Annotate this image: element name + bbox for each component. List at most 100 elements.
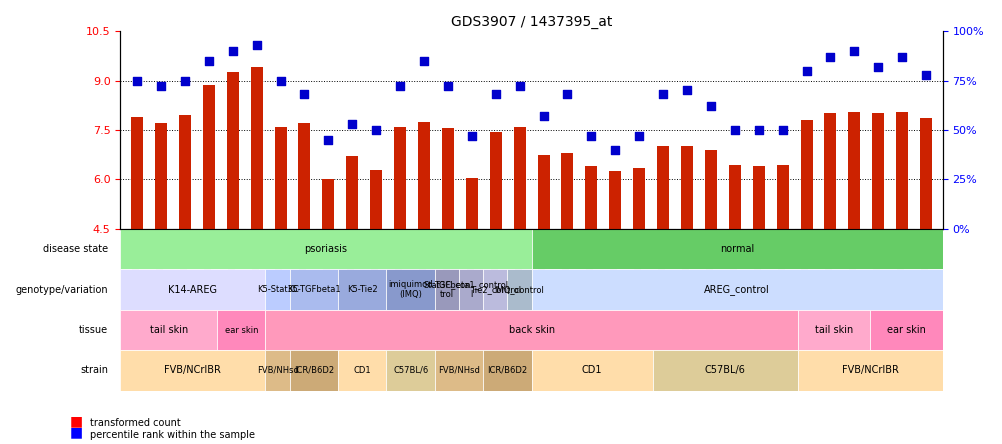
FancyBboxPatch shape — [290, 350, 338, 391]
Text: AREG_control: AREG_control — [703, 284, 770, 295]
Text: normal: normal — [719, 244, 754, 254]
Point — [511, 83, 527, 90]
Text: K5-TGFbeta1: K5-TGFbeta1 — [287, 285, 341, 294]
Point — [440, 83, 456, 90]
FancyBboxPatch shape — [483, 270, 507, 310]
Point — [368, 127, 384, 134]
Bar — [537, 155, 549, 229]
FancyBboxPatch shape — [338, 350, 386, 391]
Text: C57BL/6: C57BL/6 — [393, 366, 428, 375]
Text: K5-Tie2: K5-Tie2 — [347, 285, 377, 294]
Bar — [656, 147, 668, 229]
Point — [463, 132, 479, 139]
FancyBboxPatch shape — [120, 350, 266, 391]
Bar — [131, 117, 143, 229]
Text: TGFbeta1_control
l: TGFbeta1_control l — [434, 280, 508, 299]
Point — [726, 127, 742, 134]
Point — [224, 48, 240, 55]
Text: ear skin: ear skin — [886, 325, 925, 335]
Point — [535, 113, 551, 120]
FancyBboxPatch shape — [120, 310, 216, 350]
Point — [606, 146, 622, 153]
FancyBboxPatch shape — [266, 310, 797, 350]
Point — [822, 53, 838, 60]
Text: disease state: disease state — [43, 244, 108, 254]
FancyBboxPatch shape — [870, 310, 942, 350]
Point — [559, 91, 575, 98]
Text: FVB/NCrIBR: FVB/NCrIBR — [164, 365, 221, 376]
FancyBboxPatch shape — [290, 270, 338, 310]
Bar — [752, 166, 764, 229]
Bar — [800, 120, 812, 229]
Bar — [202, 86, 214, 229]
Bar — [178, 115, 190, 229]
Text: tissue: tissue — [79, 325, 108, 335]
FancyBboxPatch shape — [531, 270, 942, 310]
Point — [487, 91, 503, 98]
Text: ICR/B6D2: ICR/B6D2 — [294, 366, 334, 375]
Bar — [465, 178, 477, 229]
Point — [917, 71, 933, 78]
Point — [893, 53, 909, 60]
Text: psoriasis: psoriasis — [305, 244, 347, 254]
Text: ■: ■ — [70, 414, 83, 428]
Point — [846, 48, 862, 55]
Bar — [680, 147, 692, 229]
Bar — [370, 170, 382, 229]
Point — [416, 57, 432, 64]
FancyBboxPatch shape — [652, 350, 797, 391]
Point — [654, 91, 670, 98]
Point — [630, 132, 646, 139]
Bar — [776, 165, 788, 229]
Text: CD1: CD1 — [353, 366, 371, 375]
Bar — [704, 150, 716, 229]
Point — [297, 91, 313, 98]
Text: imiquimod
(IMQ): imiquimod (IMQ) — [388, 280, 433, 299]
Text: back skin: back skin — [508, 325, 554, 335]
Text: FVB/NHsd: FVB/NHsd — [438, 366, 480, 375]
FancyBboxPatch shape — [507, 270, 531, 310]
FancyBboxPatch shape — [266, 270, 290, 310]
FancyBboxPatch shape — [531, 350, 652, 391]
FancyBboxPatch shape — [120, 270, 266, 310]
Bar — [728, 165, 740, 229]
Point — [798, 67, 814, 74]
Bar — [489, 131, 501, 229]
Point — [749, 127, 766, 134]
Bar — [513, 127, 525, 229]
FancyBboxPatch shape — [386, 270, 435, 310]
FancyBboxPatch shape — [338, 270, 386, 310]
Point — [678, 87, 694, 94]
Point — [176, 77, 192, 84]
Point — [702, 103, 718, 110]
Bar — [394, 127, 406, 229]
Bar — [608, 171, 620, 229]
Text: strain: strain — [80, 365, 108, 376]
Point — [344, 120, 360, 127]
Bar — [632, 168, 644, 229]
Bar — [250, 67, 263, 229]
Bar — [299, 123, 311, 229]
Text: genotype/variation: genotype/variation — [16, 285, 108, 294]
Text: Stat3C_con
trol: Stat3C_con trol — [423, 280, 470, 299]
Point — [248, 41, 265, 48]
Text: ■: ■ — [70, 425, 83, 440]
Text: Tie2_control: Tie2_control — [469, 285, 520, 294]
Point — [200, 57, 216, 64]
Bar — [346, 156, 358, 229]
FancyBboxPatch shape — [797, 350, 942, 391]
Point — [774, 127, 790, 134]
Point — [870, 63, 886, 70]
Text: FVB/NHsd: FVB/NHsd — [257, 366, 299, 375]
Bar — [919, 119, 931, 229]
FancyBboxPatch shape — [531, 229, 942, 270]
Title: GDS3907 / 1437395_at: GDS3907 / 1437395_at — [451, 15, 611, 29]
Point — [129, 77, 145, 84]
Bar — [275, 127, 287, 229]
Bar — [155, 123, 166, 229]
Text: tail skin: tail skin — [149, 325, 187, 335]
Bar — [585, 166, 597, 229]
Bar — [824, 114, 836, 229]
Point — [392, 83, 408, 90]
Text: CD1: CD1 — [581, 365, 602, 376]
